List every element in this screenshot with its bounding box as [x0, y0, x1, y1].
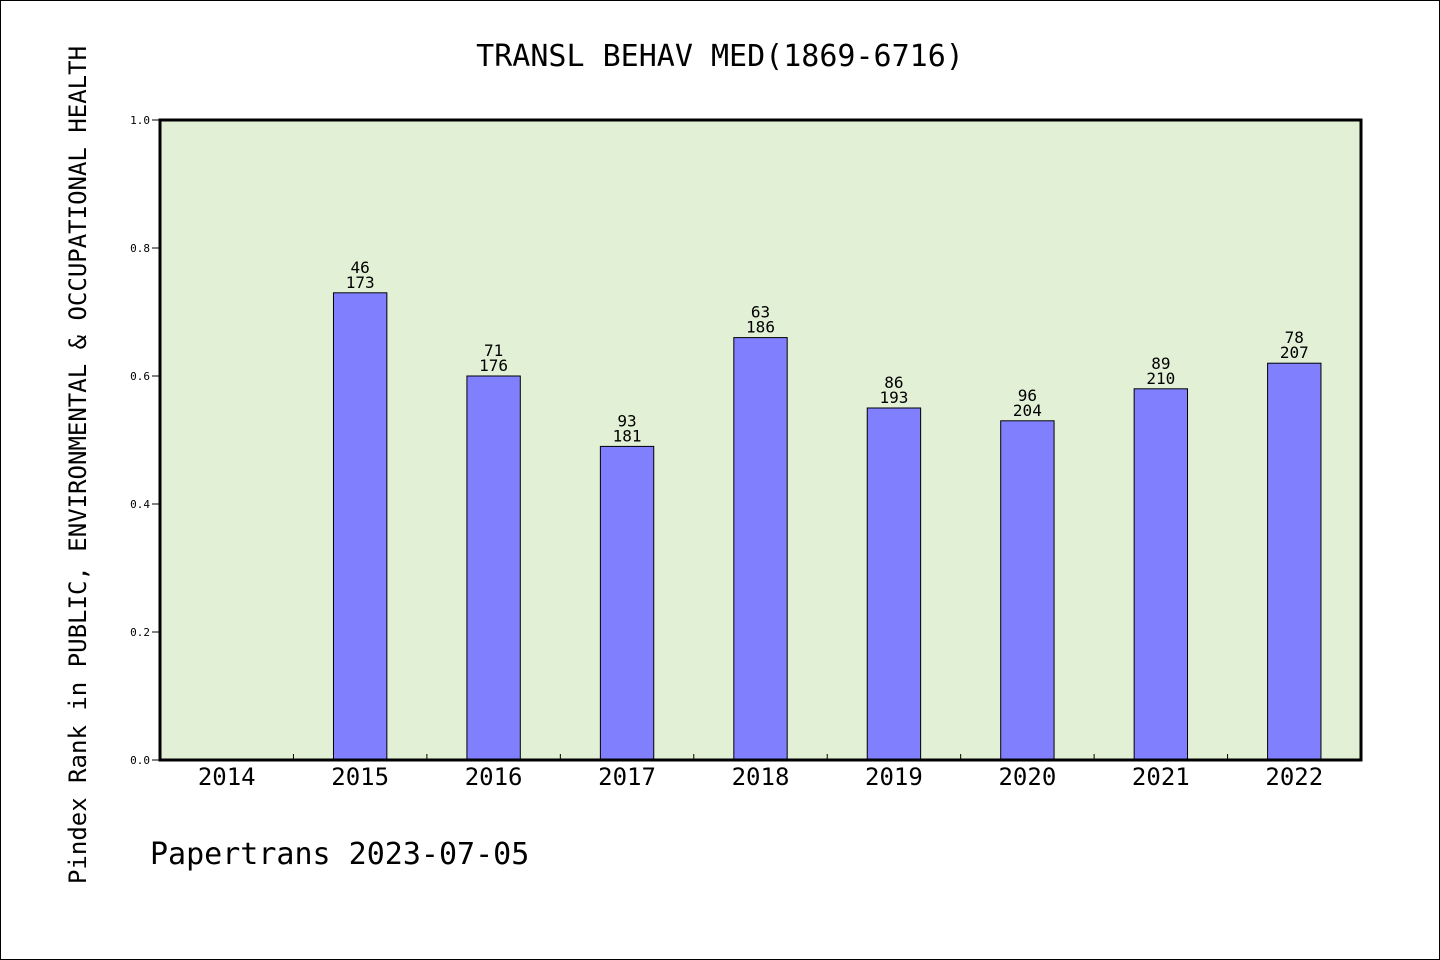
plot-border	[158, 118, 1363, 762]
bar-2018	[733, 337, 788, 761]
bar-total-label: 204	[1013, 401, 1042, 420]
bar-rank-label: 93	[617, 411, 636, 430]
x-tick-label: 2022	[1265, 763, 1323, 791]
x-axis: 2014 2015 2016 2017 2018 2019 2020 2021 2022	[198, 754, 1323, 791]
bar-total-label: 210	[1146, 369, 1175, 388]
y-tick-label: 0.2	[130, 626, 150, 639]
bar-rank-label: 96	[1018, 386, 1037, 405]
bar-2016	[466, 375, 521, 761]
y-tick-label: 0.0	[130, 754, 150, 767]
x-tick-label: 2018	[732, 763, 790, 791]
bar-2019	[866, 407, 922, 761]
x-tick-label: 2017	[598, 763, 656, 791]
x-tick-label: 2021	[1132, 763, 1190, 791]
bar-rank-label: 46	[351, 258, 370, 277]
bar-2015	[332, 292, 388, 761]
bar-rank-label: 71	[484, 341, 503, 360]
bar-total-label: 181	[613, 426, 642, 445]
bar-total-label: 193	[879, 388, 908, 407]
bars	[332, 292, 1322, 761]
y-tick-label: 1.0	[130, 114, 150, 127]
bar-rank-label: 78	[1285, 328, 1304, 347]
bar-2021	[1133, 388, 1189, 761]
bar-rank-label: 89	[1151, 354, 1170, 373]
x-tick-label: 2019	[865, 763, 923, 791]
footer-credit: Papertrans 2023-07-05	[150, 837, 529, 872]
y-axis-label: Pindex Rank in PUBLIC, ENVIRONMENTAL & O…	[64, 46, 92, 884]
x-tick-label: 2014	[198, 763, 256, 791]
bar-rank-label: 86	[884, 373, 903, 392]
bar-total-label: 173	[346, 273, 375, 292]
bar-total-label: 176	[479, 356, 508, 375]
y-tick-label: 0.4	[130, 498, 150, 511]
bar-2017	[599, 445, 655, 761]
bar-total-label: 207	[1280, 343, 1309, 362]
bar-rank-label: 63	[751, 303, 770, 322]
y-tick-label: 0.8	[130, 242, 150, 255]
x-tick-label: 2015	[331, 763, 389, 791]
x-tick-label: 2016	[465, 763, 523, 791]
y-axis: 0.0 0.2 0.4 0.6 0.8 1.0	[130, 114, 160, 767]
bar-total-label: 186	[746, 318, 775, 337]
bar-2020	[1000, 420, 1055, 761]
y-tick-label: 0.6	[130, 370, 150, 383]
x-tick-label: 2020	[998, 763, 1056, 791]
chart-title: TRANSL BEHAV MED(1869-6716)	[476, 39, 964, 74]
bar-2022	[1267, 362, 1322, 761]
